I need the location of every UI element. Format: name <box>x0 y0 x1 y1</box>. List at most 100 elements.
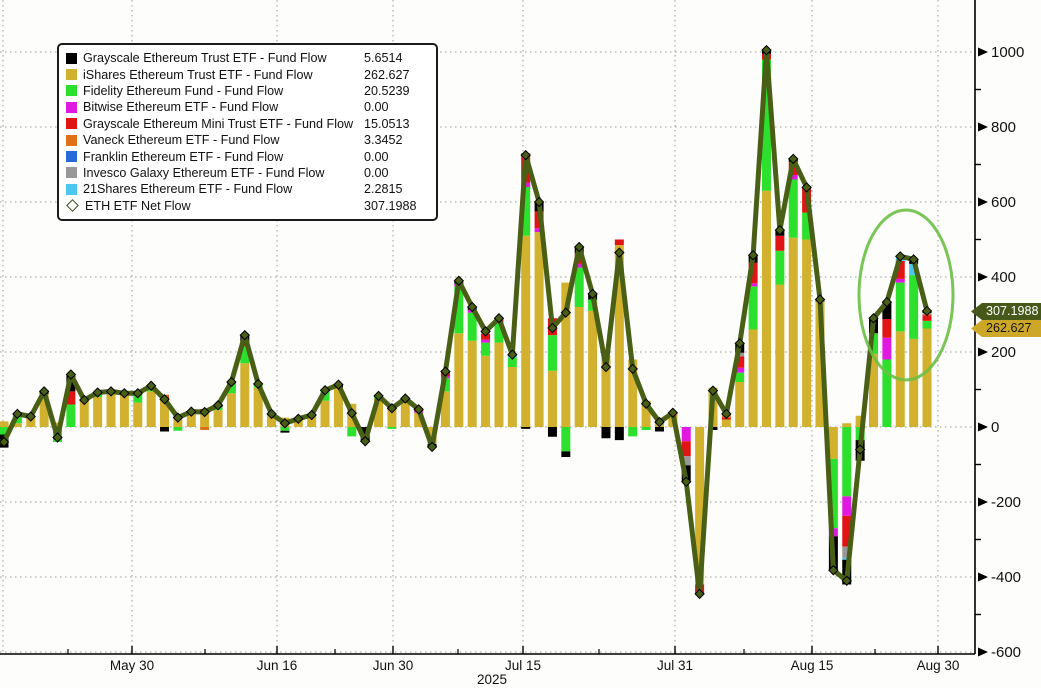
net-flow-marker-icon <box>881 296 893 308</box>
y-tick-arrow-icon <box>978 272 988 282</box>
net-flow-marker-icon <box>440 366 451 377</box>
bar-segment-bit <box>788 175 798 180</box>
bar-segment-fid <box>347 427 357 437</box>
net-flow-marker-icon <box>333 379 344 390</box>
bar-segment-is <box>815 301 825 427</box>
bar-segment-fid <box>226 383 236 394</box>
bar-segment-fid <box>240 346 250 364</box>
legend-item-value: 0.00 <box>364 149 389 164</box>
bar-segment-bit <box>842 496 852 516</box>
bar-segment-fid <box>521 187 531 236</box>
net-flow-marker-icon <box>640 398 652 409</box>
bar-segment-is <box>641 400 651 427</box>
bar-segment-fid <box>909 275 919 339</box>
bar-segment-fid <box>882 359 892 427</box>
legend-box: Grayscale Ethereum Trust ETF - Fund Flow… <box>57 43 438 221</box>
legend-item-value: 0.00 <box>364 100 389 115</box>
net-flow-marker-icon <box>587 288 598 300</box>
y-axis-label: 400 <box>991 269 1016 286</box>
net-flow-marker-icon <box>747 250 759 261</box>
bar-segment-mini <box>895 260 905 279</box>
net-flow-marker-icon <box>547 322 558 334</box>
net-flow-marker-icon <box>279 418 291 429</box>
bar-segment-bit <box>681 427 691 442</box>
net-flow-marker-icon <box>38 386 50 397</box>
net-flow-marker-icon <box>186 406 197 417</box>
y-tick-arrow-icon <box>978 572 988 582</box>
bar-segment-mini <box>842 515 852 547</box>
bar-segment-mini <box>681 441 691 457</box>
net-flow-marker-icon <box>453 275 465 286</box>
legend-item-label: Franklin Ethereum ETF - Fund Flow <box>83 149 284 164</box>
y-tick-arrow-icon <box>978 497 988 507</box>
legend-item: 21Shares Ethereum ETF - Fund Flow 2.2815 <box>66 181 428 197</box>
bar-segment-is <box>922 328 932 427</box>
bar-segment-is <box>119 393 129 427</box>
net-flow-marker-icon <box>226 376 237 388</box>
bar-segment-fid <box>454 286 464 334</box>
net-flow-diamond-icon <box>66 199 79 213</box>
net-flow-marker-icon <box>252 378 264 390</box>
bar-segment-is <box>440 391 450 427</box>
net-flow-marker-icon <box>707 385 719 396</box>
bar-segment-bit <box>574 263 584 268</box>
net-flow-marker-icon <box>761 44 772 56</box>
net-flow-marker-icon <box>119 388 130 399</box>
net-flow-marker-icon <box>413 404 424 415</box>
net-flow-marker-icon <box>319 385 331 396</box>
x-axis-label: May 30 <box>110 658 154 673</box>
net-flow-marker-icon <box>854 444 866 455</box>
net-flow-marker-icon <box>0 436 10 448</box>
bar-segment-bit <box>748 283 758 287</box>
legend-item: Invesco Galaxy Ethereum ETF - Fund Flow 0… <box>66 165 428 181</box>
y-tick-arrow-icon <box>978 347 988 357</box>
net-flow-marker-icon <box>65 369 77 380</box>
net-flow-marker-icon <box>507 349 518 360</box>
legend-item: Grayscale Ethereum Trust ETF - Fund Flow… <box>66 50 428 66</box>
net-flow-marker-icon <box>266 408 277 420</box>
net-flow-marker-icon <box>92 387 103 398</box>
net-flow-marker-icon <box>574 241 585 253</box>
bar-segment-mini <box>66 391 76 405</box>
x-axis-label: Jul 31 <box>657 658 693 673</box>
bar-segment-fid <box>280 427 290 431</box>
bar-segment-is <box>213 410 223 427</box>
bar-segment-is <box>588 310 598 427</box>
net-flow-marker-icon <box>172 412 184 423</box>
bar-segment-is <box>240 363 250 427</box>
legend-item-value: 20.5239 <box>364 83 410 98</box>
bar-segment-fid <box>869 333 879 354</box>
x-axis-label: Jun 16 <box>257 658 298 673</box>
bar-segment-is <box>748 329 758 427</box>
y-axis-label: -400 <box>991 569 1021 586</box>
legend-item-value: 262.627 <box>364 67 410 82</box>
bar-segment-is <box>775 284 785 427</box>
bar-segment-is <box>226 393 236 427</box>
net-flow-marker-icon <box>426 441 438 453</box>
legend-item-value: 15.0513 <box>364 116 410 131</box>
bar-segment-is <box>414 412 424 427</box>
bar-segment-fid <box>828 458 838 529</box>
net-flow-marker-icon <box>814 294 826 305</box>
net-flow-marker-icon <box>774 224 786 236</box>
bar-segment-bit <box>882 337 892 360</box>
bar-segment-gs <box>280 430 290 433</box>
bar-segment-is <box>842 423 852 427</box>
bar-segment-fid <box>641 427 651 430</box>
legend-item-value: 3.3452 <box>364 133 403 148</box>
net-flow-marker-icon <box>493 313 505 324</box>
legend-item-label: Vaneck Ethereum ETF - Fund Flow <box>83 133 280 148</box>
bar-segment-is <box>200 411 210 427</box>
bar-segment-is <box>735 382 745 427</box>
y-tick-arrow-icon <box>978 47 988 57</box>
legend-item-label: Grayscale Ethereum Trust ETF - Fund Flow <box>83 51 327 66</box>
bar-segment-gs <box>561 451 571 457</box>
bar-segment-mini <box>922 315 932 321</box>
y-tick-arrow-icon <box>978 197 988 207</box>
bar-segment-is <box>133 402 143 427</box>
net-flow-marker-icon <box>734 338 745 349</box>
bar-segment-bit <box>735 367 745 373</box>
legend-item-value: 2.2815 <box>364 182 403 197</box>
bar-segment-fid <box>922 320 932 329</box>
